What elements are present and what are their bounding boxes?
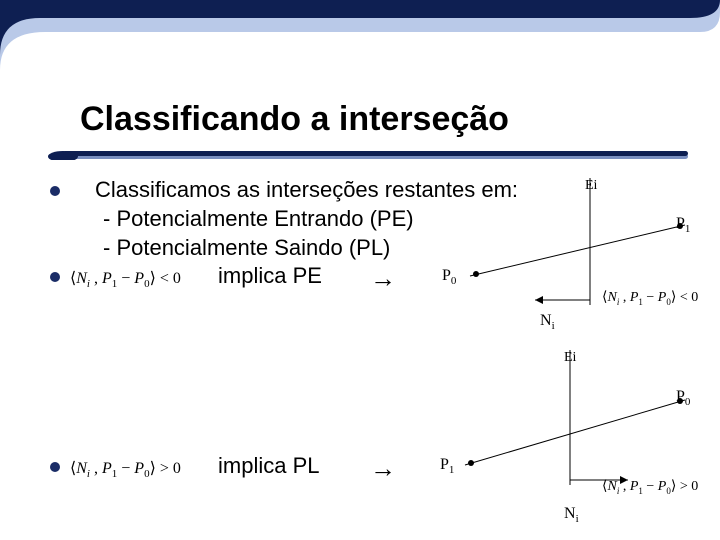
arrow-icon: → — [370, 452, 396, 485]
corner-decoration — [0, 0, 720, 95]
arrow-icon: → — [370, 262, 396, 295]
diagram2-p1-label: P1 — [440, 456, 454, 476]
formula-pe: ⟨Ni , P1 − P0⟩ < 0 — [70, 268, 181, 290]
diagram1-p1-label: P1 — [676, 215, 690, 235]
slide-title: Classificando a interseção — [80, 100, 509, 139]
bullet1-line3: - Potencialmente Saindo (PL) — [103, 234, 390, 262]
diagram2-p0-label: P0 — [676, 388, 690, 408]
bullet3-text: implica PL — [218, 452, 319, 480]
diagram2-formula: ⟨Ni , P1 − P0⟩ > 0 — [602, 478, 698, 496]
diagram2-ni-label: Ni — [564, 505, 579, 525]
diagram1-formula: ⟨Ni , P1 − P0⟩ < 0 — [602, 289, 698, 307]
bullet1-line2: - Potencialmente Entrando (PE) — [103, 205, 414, 233]
bullet-icon — [50, 272, 60, 282]
bullet-icon — [50, 462, 60, 472]
bullet2-text: implica PE — [218, 262, 322, 290]
diagram2-ei-label: Ei — [564, 350, 576, 366]
diagram1-ei-label: Ei — [585, 178, 597, 194]
bullet-icon — [50, 186, 60, 196]
diagram-pe — [430, 170, 710, 350]
slide: Classificando a interseção Classificamos… — [0, 0, 720, 540]
formula-pl: ⟨Ni , P1 − P0⟩ > 0 — [70, 458, 181, 480]
title-underline — [48, 148, 688, 160]
diagram1-ni-label: Ni — [540, 312, 555, 332]
diagram1-p0-label: P0 — [442, 267, 456, 287]
